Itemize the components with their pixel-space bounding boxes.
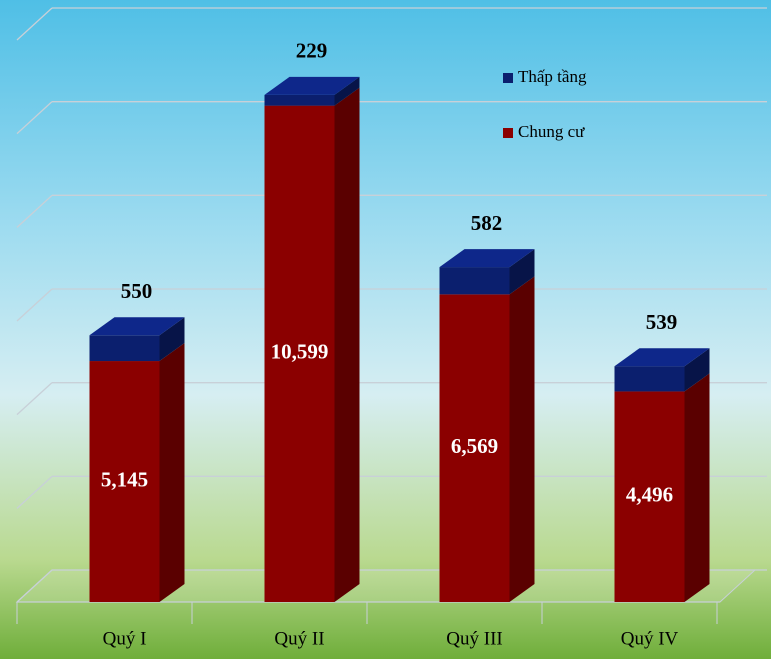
legend-label: Thấp tầng — [518, 67, 587, 86]
bar — [614, 391, 685, 602]
legend-label: Chung cư — [518, 122, 585, 141]
legend-swatch — [503, 73, 513, 83]
bar-side — [159, 317, 185, 362]
x-tick-label: Quý I — [103, 628, 147, 649]
x-tick-label: Quý II — [274, 628, 324, 649]
grid-line-side — [16, 101, 53, 135]
value-label: 582 — [471, 211, 503, 235]
bar-side — [334, 76, 360, 106]
bar-side — [509, 276, 535, 602]
grid-line-side — [16, 382, 53, 416]
value-label: 10,599 — [271, 340, 329, 364]
bar — [89, 335, 160, 362]
value-label: 5,145 — [101, 467, 148, 491]
x-tick-label: Quý III — [446, 628, 502, 649]
value-label: 229 — [296, 39, 328, 63]
value-label: 550 — [121, 279, 153, 303]
bar-side — [509, 249, 535, 295]
grid-line-side — [16, 194, 53, 228]
bar-top — [89, 317, 185, 336]
bar — [439, 294, 510, 602]
grid-line-side — [16, 569, 53, 603]
value-label: 6,569 — [451, 434, 498, 458]
bar-side — [684, 348, 710, 392]
bar-top — [264, 76, 360, 95]
grid-line-side — [16, 475, 53, 509]
bar — [614, 366, 685, 392]
value-label: 539 — [646, 310, 678, 334]
legend-swatch — [503, 128, 513, 138]
bar-top — [439, 249, 535, 268]
bar-side — [684, 373, 710, 602]
bar-side — [334, 87, 360, 602]
grid-line-side — [16, 7, 53, 41]
bar — [264, 105, 335, 603]
bar-top — [614, 348, 710, 367]
value-label: 4,496 — [626, 483, 673, 507]
x-tick-label: Quý IV — [621, 628, 679, 649]
bar — [89, 361, 160, 602]
bar-side — [159, 343, 185, 602]
bar — [264, 94, 335, 106]
grid-line-side — [16, 288, 53, 322]
bar — [439, 267, 510, 295]
